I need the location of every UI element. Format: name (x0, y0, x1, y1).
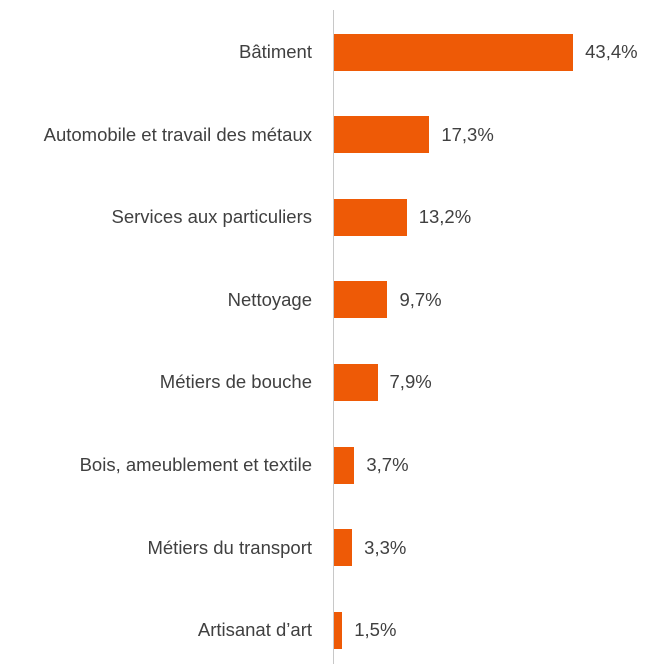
axis-line (333, 10, 334, 664)
category-label: Nettoyage (227, 288, 312, 310)
bar (334, 529, 353, 567)
value-label: 13,2% (418, 206, 472, 228)
bar (334, 611, 343, 649)
value-label: 1,5% (354, 619, 397, 641)
category-label: Automobile et travail des métaux (43, 123, 312, 145)
value-label: 7,9% (389, 371, 432, 393)
bar (334, 198, 407, 236)
value-label: 17,3% (441, 123, 494, 145)
value-label: 43,4% (585, 41, 638, 62)
value-label: 9,7% (399, 288, 442, 310)
category-label: Métiers du transport (147, 536, 312, 558)
bar (334, 33, 574, 71)
category-label: Bâtiment (238, 41, 312, 62)
category-label: Artisanat d’art (197, 619, 312, 641)
bar (334, 116, 430, 154)
bar (334, 446, 355, 484)
category-label: Bois, ameublement et textile (79, 454, 312, 475)
bar (334, 363, 378, 401)
value-label: 3,7% (366, 454, 409, 475)
category-label: Services aux particuliers (111, 206, 313, 228)
category-label: Métiers de bouche (159, 371, 312, 393)
value-label: 3,3% (364, 536, 407, 558)
bar (334, 281, 388, 319)
